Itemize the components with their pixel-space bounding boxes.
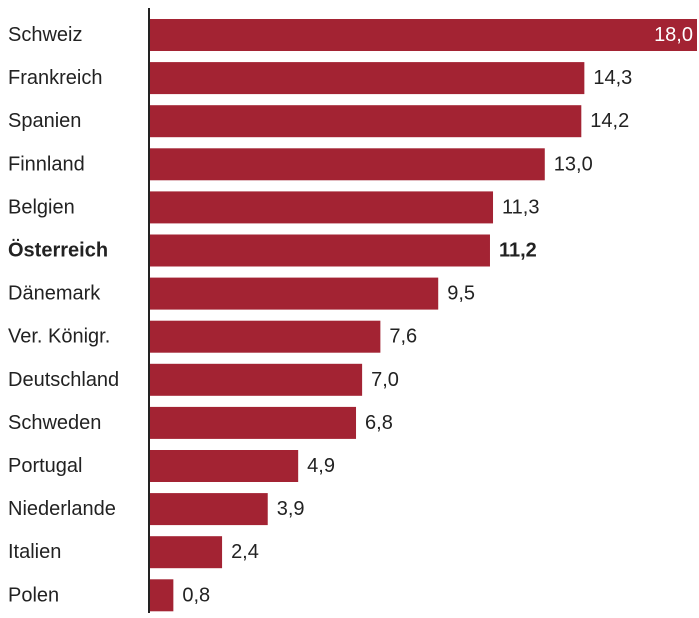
category-label-dänemark: Dänemark	[8, 283, 101, 305]
bar-ver-königr	[149, 320, 381, 353]
bar-dänemark	[149, 277, 439, 310]
value-label-schweiz: 18,0	[654, 24, 693, 46]
value-label-belgien: 11,3	[502, 196, 539, 218]
value-label-österreich: 11,2	[499, 240, 537, 262]
category-label-portugal: Portugal	[8, 455, 83, 477]
category-label-finnland: Finnland	[8, 153, 85, 175]
bar-frankreich	[149, 62, 585, 95]
category-label-polen: Polen	[8, 584, 59, 606]
value-label-schweden: 6,8	[365, 412, 393, 434]
value-label-deutschland: 7,0	[371, 369, 399, 391]
bar-finnland	[149, 148, 545, 181]
value-labels: 18,0 14,3 14,2 13,0 11,3 11,2 9,5 7,6 7,0 6,8 4,93…	[182, 24, 693, 606]
value-label-portugal: 4,9	[307, 455, 335, 477]
category-label-niederlande: Niederlande	[8, 498, 116, 520]
bar-spanien	[149, 105, 582, 138]
value-label-ver-königr: 7,6	[389, 326, 417, 348]
value-label-italien: 2,4	[231, 541, 259, 563]
category-label-schweden: Schweden	[8, 412, 101, 434]
bar-schweiz	[149, 19, 697, 51]
category-label-ver-königr: Ver. Königr.	[8, 326, 110, 348]
category-label-frankreich: Frankreich	[8, 67, 102, 89]
value-label-niederlande: 3,9	[277, 498, 305, 520]
category-label-deutschland: Deutschland	[8, 369, 119, 391]
category-label-schweiz: Schweiz	[8, 24, 82, 46]
category-label-italien: Italien	[8, 541, 61, 563]
category-label-österreich: Österreich	[8, 239, 108, 262]
bar-österreich	[149, 234, 490, 267]
value-label-polen: 0,8	[182, 584, 210, 606]
category-label-belgien: Belgien	[8, 196, 75, 218]
bar-deutschland	[149, 363, 363, 396]
value-label-spanien: 14,2	[590, 110, 629, 132]
bars-layer	[149, 19, 697, 612]
bar-niederlande	[149, 493, 268, 526]
bar-portugal	[149, 450, 299, 482]
bar-belgien	[149, 191, 494, 224]
category-label-spanien: Spanien	[8, 110, 81, 132]
bar-italien	[149, 536, 223, 569]
bar-polen	[149, 579, 174, 612]
value-label-dänemark: 9,5	[447, 283, 475, 305]
value-label-finnland: 13,0	[554, 153, 593, 175]
category-labels: Schweiz Frankreich Spanien Finnland Belgien Ö…	[8, 24, 119, 606]
bar-schweden	[149, 406, 357, 439]
value-label-frankreich: 14,3	[593, 67, 632, 89]
